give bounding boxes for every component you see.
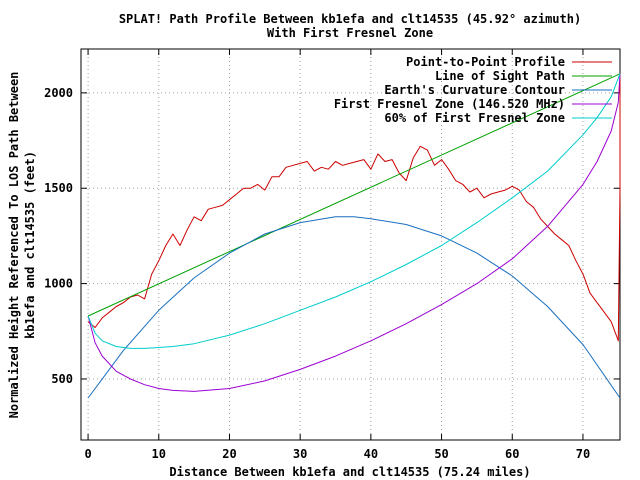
y-axis-label-line-2: kb1efa and clt14535 (feet) (23, 151, 37, 339)
legend-label-earth-s-curvature-contour: Earth's Curvature Contour (384, 83, 565, 97)
y-tick-label: 500 (51, 372, 73, 386)
y-axis-label: Normalized Height Referenced To LOS Path… (7, 72, 37, 419)
legend-label-line-of-sight-path: Line of Sight Path (435, 69, 565, 83)
legend-label-first-fresnel-zone-146-520-mhz: First Fresnel Zone (146.520 MHz) (334, 97, 565, 111)
series-line-first-fresnel-zone-146-520-mhz (87, 73, 621, 392)
series-line-60-of-first-fresnel-zone (87, 73, 621, 349)
legend-label-point-to-point-profile: Point-to-Point Profile (406, 55, 565, 69)
y-tick-label: 1000 (44, 277, 73, 291)
chart-title-line-1: SPLAT! Path Profile Between kb1efa and c… (119, 12, 581, 26)
x-tick-label: 40 (364, 447, 378, 461)
chart-title-line-2: With First Fresnel Zone (267, 26, 433, 40)
y-axis-label-line-1: Normalized Height Referenced To LOS Path… (7, 72, 21, 419)
series-line-earth-s-curvature-contour (87, 216, 621, 399)
x-tick-label: 70 (576, 447, 590, 461)
x-tick-label: 10 (152, 447, 166, 461)
x-tick-label: 30 (293, 447, 307, 461)
x-axis-ticks: 0 10 20 30 40 50 60 70 (84, 49, 590, 461)
plot-area-border (80, 48, 621, 441)
series-line-line-of-sight-path (87, 73, 621, 317)
x-tick-label: 60 (505, 447, 519, 461)
legend-label-60-of-first-fresnel-zone: 60% of First Fresnel Zone (384, 111, 565, 125)
series-line-point-to-point-profile (87, 73, 621, 342)
series-lines (87, 73, 621, 399)
x-tick-label: 20 (222, 447, 236, 461)
y-tick-label: 1500 (44, 181, 73, 195)
y-axis-ticks: 500 1000 1500 2000 (44, 86, 620, 386)
y-tick-label: 2000 (44, 86, 73, 100)
x-axis-label: Distance Between kb1efa and clt14535 (75… (169, 465, 530, 479)
x-tick-label: 50 (434, 447, 448, 461)
x-tick-label: 0 (84, 447, 91, 461)
